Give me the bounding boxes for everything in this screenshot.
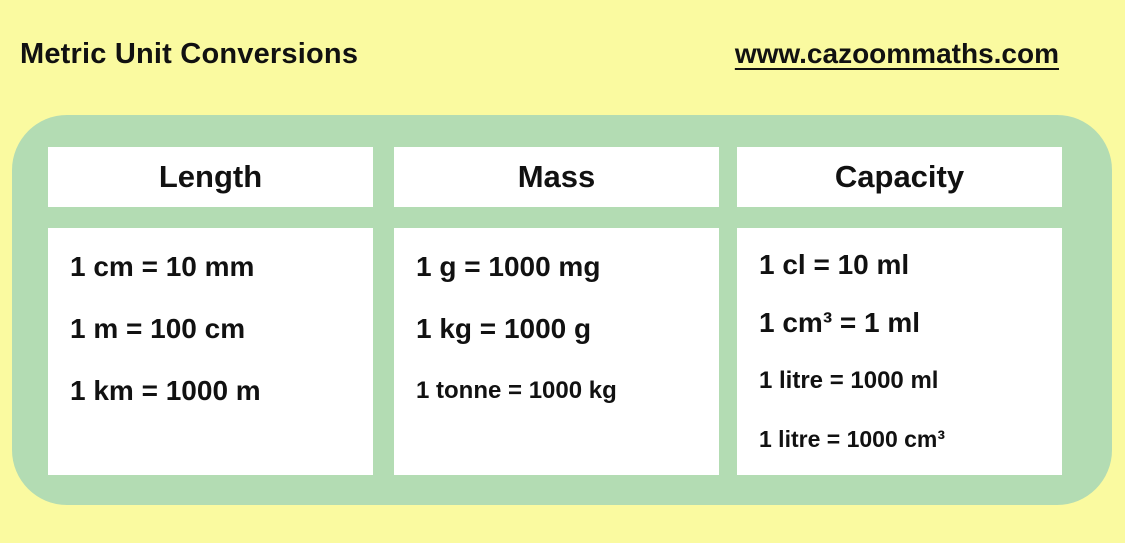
mass-header: Mass (394, 147, 719, 207)
header-bar: Metric Unit Conversions www.cazoommaths.… (20, 38, 1059, 71)
capacity-facts-card: 1 cl = 10 ml 1 cm³ = 1 ml 1 litre = 1000… (737, 228, 1062, 475)
mass-fact-kg-g: 1 kg = 1000 g (416, 313, 592, 344)
mass-facts-card: 1 g = 1000 mg 1 kg = 1000 g 1 tonne = 10… (394, 228, 719, 475)
capacity-fact-cm3-ml: 1 cm³ = 1 ml (759, 307, 921, 338)
length-header: Length (48, 147, 373, 207)
capacity-header: Capacity (737, 147, 1062, 207)
length-facts-card: 1 cm = 10 mm 1 m = 100 cm 1 km = 1000 m (48, 228, 373, 475)
mass-fact-tonne-kg: 1 tonne = 1000 kg (416, 377, 617, 404)
mass-fact-g-mg: 1 g = 1000 mg (416, 251, 601, 282)
capacity-fact-litre-ml: 1 litre = 1000 ml (759, 367, 939, 394)
length-column: Length 1 cm = 10 mm 1 m = 100 cm 1 km = … (48, 115, 373, 505)
length-fact-cm-mm: 1 cm = 10 mm (70, 251, 255, 282)
length-fact-km-m: 1 km = 1000 m (70, 375, 261, 406)
website-link[interactable]: www.cazoommaths.com (734, 38, 1059, 69)
capacity-column: Capacity 1 cl = 10 ml 1 cm³ = 1 ml 1 lit… (737, 115, 1062, 505)
conversions-board: Length 1 cm = 10 mm 1 m = 100 cm 1 km = … (12, 115, 1112, 505)
mass-column: Mass 1 g = 1000 mg 1 kg = 1000 g 1 tonne… (394, 115, 719, 505)
capacity-fact-cl-ml: 1 cl = 10 ml (759, 249, 910, 280)
capacity-fact-litre-cm3: 1 litre = 1000 cm³ (759, 425, 946, 452)
length-fact-m-cm: 1 m = 100 cm (70, 313, 246, 344)
page-title: Metric Unit Conversions (20, 38, 359, 70)
